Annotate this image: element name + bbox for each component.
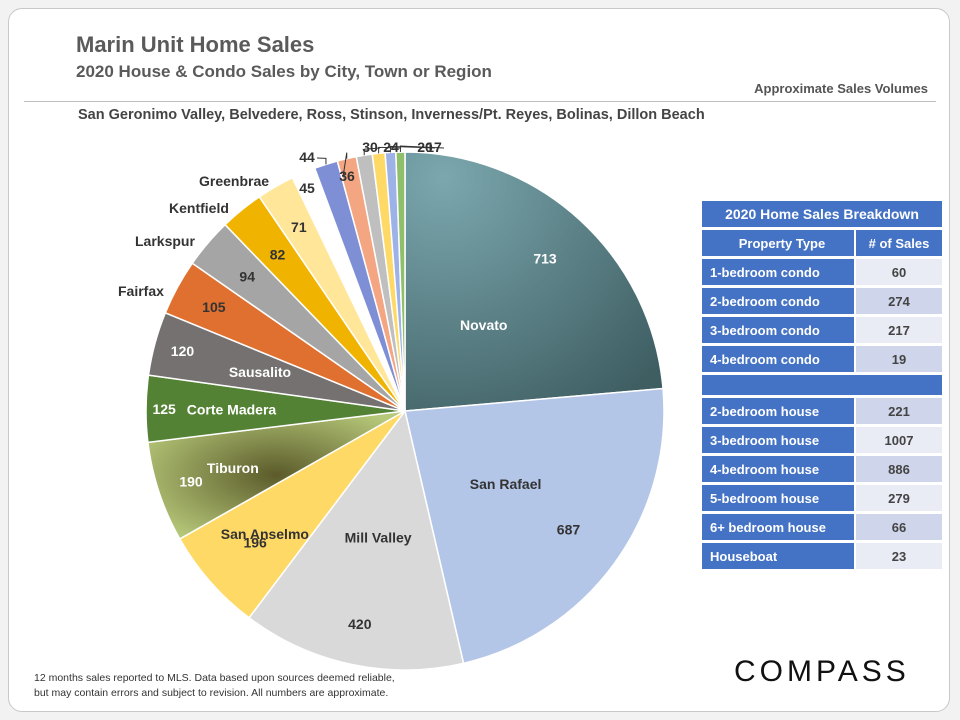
divider: [24, 101, 936, 102]
footnote-line-2: but may contain errors and subject to re…: [34, 687, 389, 699]
table-row: 6+ bedroom house 66: [702, 514, 942, 540]
row-type: 5-bedroom house: [702, 485, 856, 511]
category-label: San Rafael: [470, 476, 542, 492]
row-type: 3-bedroom house: [702, 427, 856, 453]
category-label: Kentfield: [169, 200, 229, 216]
leader-line: [363, 147, 381, 156]
data-label: 125: [152, 401, 176, 417]
row-type: Houseboat: [702, 543, 856, 569]
chart-title: Marin Unit Home Sales: [76, 32, 315, 57]
data-label: 420: [348, 616, 372, 632]
row-sales: 66: [856, 514, 942, 540]
leader-line: [399, 145, 445, 153]
table-row: 4-bedroom house 886: [702, 456, 942, 482]
data-label: 44: [299, 149, 315, 165]
breakdown-table: 2020 Home Sales Breakdown Property Type …: [702, 198, 942, 572]
row-sales: 60: [856, 259, 942, 285]
row-type: 6+ bedroom house: [702, 514, 856, 540]
data-label: 45: [299, 180, 315, 196]
data-label: 190: [179, 474, 203, 490]
row-sales: 274: [856, 288, 942, 314]
data-label: 82: [270, 246, 286, 262]
category-label: Larkspur: [135, 233, 195, 249]
data-label: 36: [339, 168, 355, 184]
col-header-type: Property Type: [702, 230, 856, 256]
table-row: 3-bedroom condo 217: [702, 317, 942, 343]
data-label: 687: [557, 522, 581, 538]
category-label: Mill Valley: [345, 530, 412, 546]
table-separator: [702, 375, 942, 395]
row-sales: 1007: [856, 427, 942, 453]
data-label: 105: [202, 299, 226, 315]
regions-line: San Geronimo Valley, Belvedere, Ross, St…: [78, 107, 705, 123]
category-label: Novato: [460, 317, 507, 333]
data-label: 94: [239, 269, 255, 285]
compass-logo: COMPASS: [734, 655, 910, 688]
pie-slice-san-rafael: [404, 387, 665, 665]
row-type: 3-bedroom condo: [702, 317, 856, 343]
row-type: 2-bedroom condo: [702, 288, 856, 314]
table-row: 3-bedroom house 1007: [702, 427, 942, 453]
table-row: 2-bedroom house 221: [702, 398, 942, 424]
data-label: 713: [533, 250, 557, 266]
leader-line: [342, 152, 348, 178]
pie-slice-novato: [404, 151, 664, 412]
leader-line: [389, 145, 436, 153]
category-label: Corte Madera: [187, 401, 277, 417]
row-sales: 886: [856, 456, 942, 482]
table-row: 4-bedroom condo 19: [702, 346, 942, 372]
data-label: 120: [171, 343, 195, 359]
footnote: 12 months sales reported to MLS. Data ba…: [34, 671, 395, 701]
row-sales: 279: [856, 485, 942, 511]
breakdown-title: 2020 Home Sales Breakdown: [702, 201, 942, 227]
table-row: 5-bedroom house 279: [702, 485, 942, 511]
row-type: 4-bedroom house: [702, 456, 856, 482]
category-label: Fairfax: [118, 283, 164, 299]
col-header-sales: # of Sales: [856, 230, 942, 256]
data-label: 196: [243, 535, 267, 551]
row-sales: 23: [856, 543, 942, 569]
row-type: 4-bedroom condo: [702, 346, 856, 372]
volume-note: Approximate Sales Volumes: [754, 81, 928, 96]
table-row: 1-bedroom condo 60: [702, 259, 942, 285]
row-sales: 19: [856, 346, 942, 372]
data-label: 30: [362, 139, 378, 155]
chart-subtitle: 2020 House & Condo Sales by City, Town o…: [76, 62, 492, 81]
data-label: 17: [426, 139, 442, 155]
pie-slice-mill-valley: [247, 409, 465, 671]
category-label: Tiburon: [207, 460, 259, 476]
data-label: 24: [383, 139, 399, 155]
leader-line: [316, 157, 327, 165]
table-row: Houseboat 23: [702, 543, 942, 569]
category-label: Sausalito: [229, 364, 291, 380]
row-type: 2-bedroom house: [702, 398, 856, 424]
category-label: San Anselmo: [221, 526, 309, 542]
data-label: 71: [291, 219, 307, 235]
footnote-line-1: 12 months sales reported to MLS. Data ba…: [34, 672, 395, 684]
row-sales: 221: [856, 398, 942, 424]
table-row: 2-bedroom condo 274: [702, 288, 942, 314]
row-type: 1-bedroom condo: [702, 259, 856, 285]
category-label: Greenbrae: [199, 173, 269, 189]
leader-line: [378, 146, 402, 154]
data-label: 20: [417, 139, 433, 155]
row-sales: 217: [856, 317, 942, 343]
